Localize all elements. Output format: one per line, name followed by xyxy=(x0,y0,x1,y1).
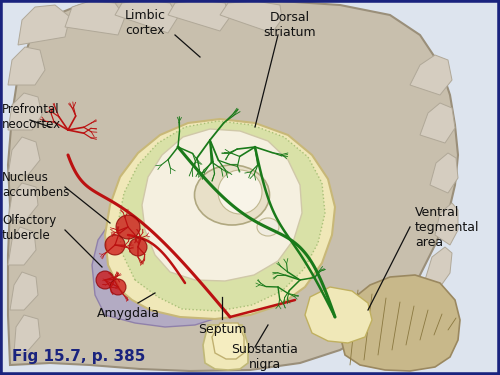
Polygon shape xyxy=(340,275,460,371)
Text: Prefrontal
neocortex: Prefrontal neocortex xyxy=(2,103,61,131)
Polygon shape xyxy=(212,323,244,359)
Polygon shape xyxy=(8,47,45,85)
Polygon shape xyxy=(105,119,335,319)
Circle shape xyxy=(218,170,262,214)
Text: Septum: Septum xyxy=(198,322,246,336)
Text: Limbic
cortex: Limbic cortex xyxy=(124,9,166,37)
Polygon shape xyxy=(8,137,40,175)
Ellipse shape xyxy=(257,218,279,236)
Circle shape xyxy=(110,279,126,295)
Polygon shape xyxy=(8,0,458,371)
Polygon shape xyxy=(435,203,458,245)
Polygon shape xyxy=(142,129,302,281)
Circle shape xyxy=(129,238,147,256)
Polygon shape xyxy=(410,55,452,95)
Polygon shape xyxy=(118,121,325,311)
Circle shape xyxy=(105,235,125,255)
Polygon shape xyxy=(14,315,40,353)
Polygon shape xyxy=(430,153,458,193)
Polygon shape xyxy=(8,183,38,220)
Polygon shape xyxy=(220,1,282,33)
Text: Dorsal
striatum: Dorsal striatum xyxy=(264,11,316,39)
Polygon shape xyxy=(10,272,38,310)
Text: Amygdala: Amygdala xyxy=(96,306,160,320)
Polygon shape xyxy=(8,93,42,130)
Polygon shape xyxy=(425,247,452,287)
Polygon shape xyxy=(115,0,178,33)
Text: Olfactory
tubercle: Olfactory tubercle xyxy=(2,214,56,242)
Polygon shape xyxy=(65,1,125,35)
Polygon shape xyxy=(8,227,36,265)
Text: Ventral
tegmental
area: Ventral tegmental area xyxy=(415,206,480,249)
Circle shape xyxy=(116,215,140,239)
Polygon shape xyxy=(92,197,268,327)
Polygon shape xyxy=(420,103,455,143)
Polygon shape xyxy=(18,5,70,45)
Polygon shape xyxy=(168,0,230,31)
Text: Substantia
nigra: Substantia nigra xyxy=(232,343,298,371)
Polygon shape xyxy=(203,325,248,370)
Text: Nucleus
accumbens: Nucleus accumbens xyxy=(2,171,70,199)
Polygon shape xyxy=(305,287,372,343)
Text: Fig 15.7, p. 385: Fig 15.7, p. 385 xyxy=(12,350,145,364)
Ellipse shape xyxy=(194,165,270,225)
Circle shape xyxy=(96,271,114,289)
